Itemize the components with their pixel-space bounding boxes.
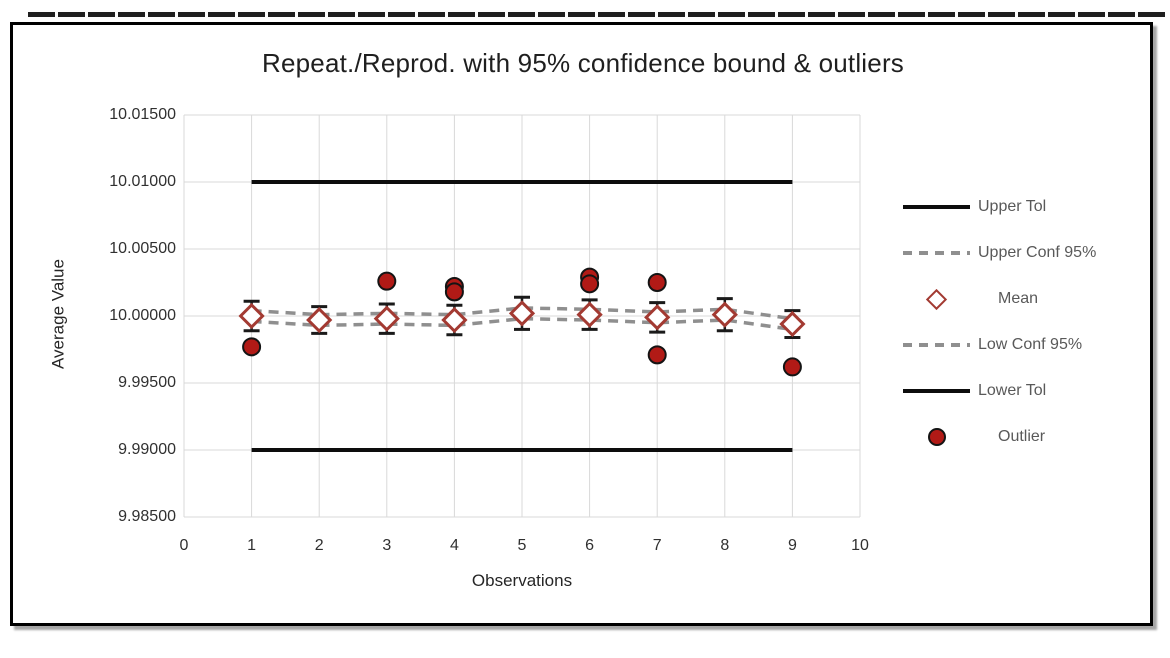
outlier-marker [647,345,667,365]
outlier-marker [647,273,667,292]
y-axis-title: Average Value [48,259,68,369]
legend-label: Low Conf 95% [978,336,1083,353]
series-outlier [242,267,802,377]
y-tick-label: 9.98500 [118,508,176,525]
legend-item-upper-tol[interactable]: Upper Tol [903,195,1096,219]
outlier-marker [444,282,464,302]
legend-key-dashed-line-icon [903,333,970,357]
legend-item-low-conf[interactable]: Low Conf 95% [903,333,1096,357]
legend-item-mean[interactable]: Mean [903,287,1096,311]
legend-key-solid-line-icon [903,379,970,403]
legend-label: Upper Conf 95% [978,244,1097,261]
legend-item-outlier[interactable]: Outlier [903,425,1096,449]
y-tick-label: 10.00000 [109,307,176,324]
y-tick-label: 10.01500 [109,106,176,123]
legend-key-diamond-icon [903,287,970,311]
chart-frame[interactable] [10,22,1153,626]
y-tick-label: 10.01000 [109,173,176,190]
legend-key-circle-icon [903,425,970,449]
legend-label: Mean [998,290,1039,307]
x-tick-label: 9 [787,537,797,554]
y-tick-label: 9.99000 [118,441,176,458]
x-tick-label: 2 [314,537,324,554]
chart-legend: Upper Tol Upper Conf 95% Mean Low Conf 9… [903,195,1096,449]
legend-item-lower-tol[interactable]: Lower Tol [903,379,1096,403]
outlier-marker [580,274,600,294]
x-tick-label: 5 [517,537,527,554]
x-tick-label: 7 [652,537,662,554]
x-tick-label: 0 [179,537,189,554]
mean-marker [306,306,333,334]
mean-marker [711,301,738,328]
y-tick-label: 9.99500 [118,374,176,391]
x-tick-label: 1 [247,537,257,554]
x-tick-label: 3 [382,537,392,554]
legend-label: Lower Tol [978,382,1047,399]
legend-label: Upper Tol [978,198,1047,215]
mean-marker [779,310,806,338]
mean-marker [238,302,265,330]
y-tick-label: 10.00500 [109,240,176,257]
x-tick-label: 4 [449,537,459,554]
legend-key-dashed-line-icon [903,241,970,265]
sheet-gridline-strip [28,12,1168,17]
outlier-marker [782,357,802,377]
series-mean [238,295,806,339]
series-upper-conf-95- [251,306,793,321]
series-low-conf-95- [251,316,793,332]
chart-title: Repeat./Reprod. with 95% confidence boun… [261,48,905,78]
x-tick-label: 8 [720,537,730,554]
mean-marker [576,301,603,328]
x-tick-label: 10 [851,537,869,554]
mean-marker [373,305,400,332]
mean-marker [508,300,536,327]
mean-marker [441,306,468,334]
outlier-marker [242,337,262,357]
legend-label: Outlier [998,428,1046,445]
legend-key-solid-line-icon [903,195,970,219]
x-axis-title: Observations [471,571,573,590]
legend-item-upper-conf[interactable]: Upper Conf 95% [903,241,1096,265]
outlier-marker [377,271,397,291]
mean-marker [644,304,671,331]
x-tick-label: 6 [585,537,595,554]
